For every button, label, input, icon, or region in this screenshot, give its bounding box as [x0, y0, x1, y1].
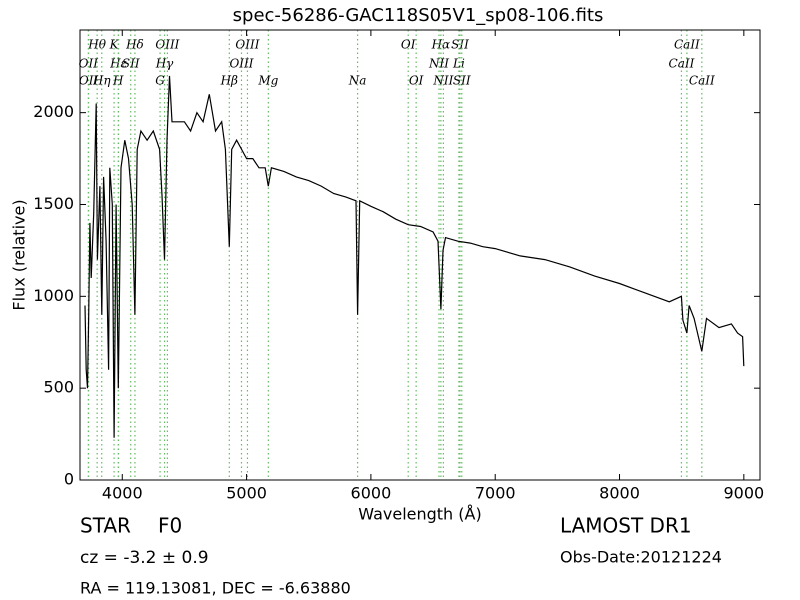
x-tick-label: 6000	[351, 484, 392, 503]
x-tick-label: 4000	[102, 484, 143, 503]
spectral-line-label: CaII	[689, 74, 715, 88]
redshift: cz = -3.2 ± 0.9	[80, 548, 209, 568]
y-tick-label: 2000	[33, 102, 74, 121]
y-axis-label: Flux (relative)	[10, 199, 29, 310]
x-tick-label: 9000	[723, 484, 764, 503]
survey: LAMOST DR1	[560, 514, 692, 538]
spectral-line-label: Hε	[109, 57, 127, 71]
class: STAR	[80, 514, 131, 538]
x-tick-label: 5000	[226, 484, 267, 503]
spectral-line-label: OII	[79, 57, 99, 71]
x-tick-label: 7000	[475, 484, 516, 503]
spectral-line-label: SII	[451, 38, 469, 52]
spectral-line-label: CaII	[669, 57, 695, 71]
y-tick-label: 0	[64, 470, 74, 489]
spectral-line-label: OIII	[155, 38, 179, 52]
spectral-line-label: NII	[432, 74, 453, 88]
obs-date: Obs-Date:20121224	[560, 548, 722, 567]
spectral-line-label: OIII	[229, 57, 253, 71]
y-tick-label: 1500	[33, 194, 74, 213]
spectral-line-label: H	[112, 74, 124, 88]
spectral-line-label: Mg	[257, 74, 278, 88]
x-axis-label: Wavelength (Å)	[358, 505, 481, 524]
spectral-line-label: OIII	[235, 38, 259, 52]
spectral-line-label: Hδ	[125, 38, 144, 52]
subclass: F0	[158, 514, 182, 538]
coords: RA = 119.13081, DEC = -6.63880	[80, 579, 351, 598]
spectral-line-label: K	[109, 38, 120, 52]
spectral-line-label: Hη	[92, 74, 111, 88]
spectral-line-label: G	[155, 74, 165, 88]
spectral-line-label: OI	[409, 74, 424, 88]
y-tick-label: 500	[43, 378, 74, 397]
spectral-line-label: Hγ	[155, 57, 174, 71]
spectral-line-label: Hθ	[87, 38, 106, 52]
spectral-line-label: OI	[401, 38, 416, 52]
plot-frame	[79, 29, 761, 481]
spectral-line-label: CaII	[674, 38, 700, 52]
spectral-line-label: SII	[122, 57, 140, 71]
spectral-line-label: Na	[348, 74, 367, 88]
spectral-line-label: Hβ	[220, 74, 238, 88]
spectral-line-label: Li	[452, 57, 465, 71]
spectral-line-label: NII	[428, 57, 449, 71]
spectrum-line	[84, 75, 745, 438]
chart-title: spec-56286-GAC118S05V1_sp08-106.fits	[233, 5, 604, 26]
spectral-line-label: OII	[79, 74, 99, 88]
spectral-line-label: Hα	[431, 38, 451, 52]
y-tick-label: 1000	[33, 286, 74, 305]
spectral-line-label: SII	[453, 74, 471, 88]
x-tick-label: 8000	[599, 484, 640, 503]
